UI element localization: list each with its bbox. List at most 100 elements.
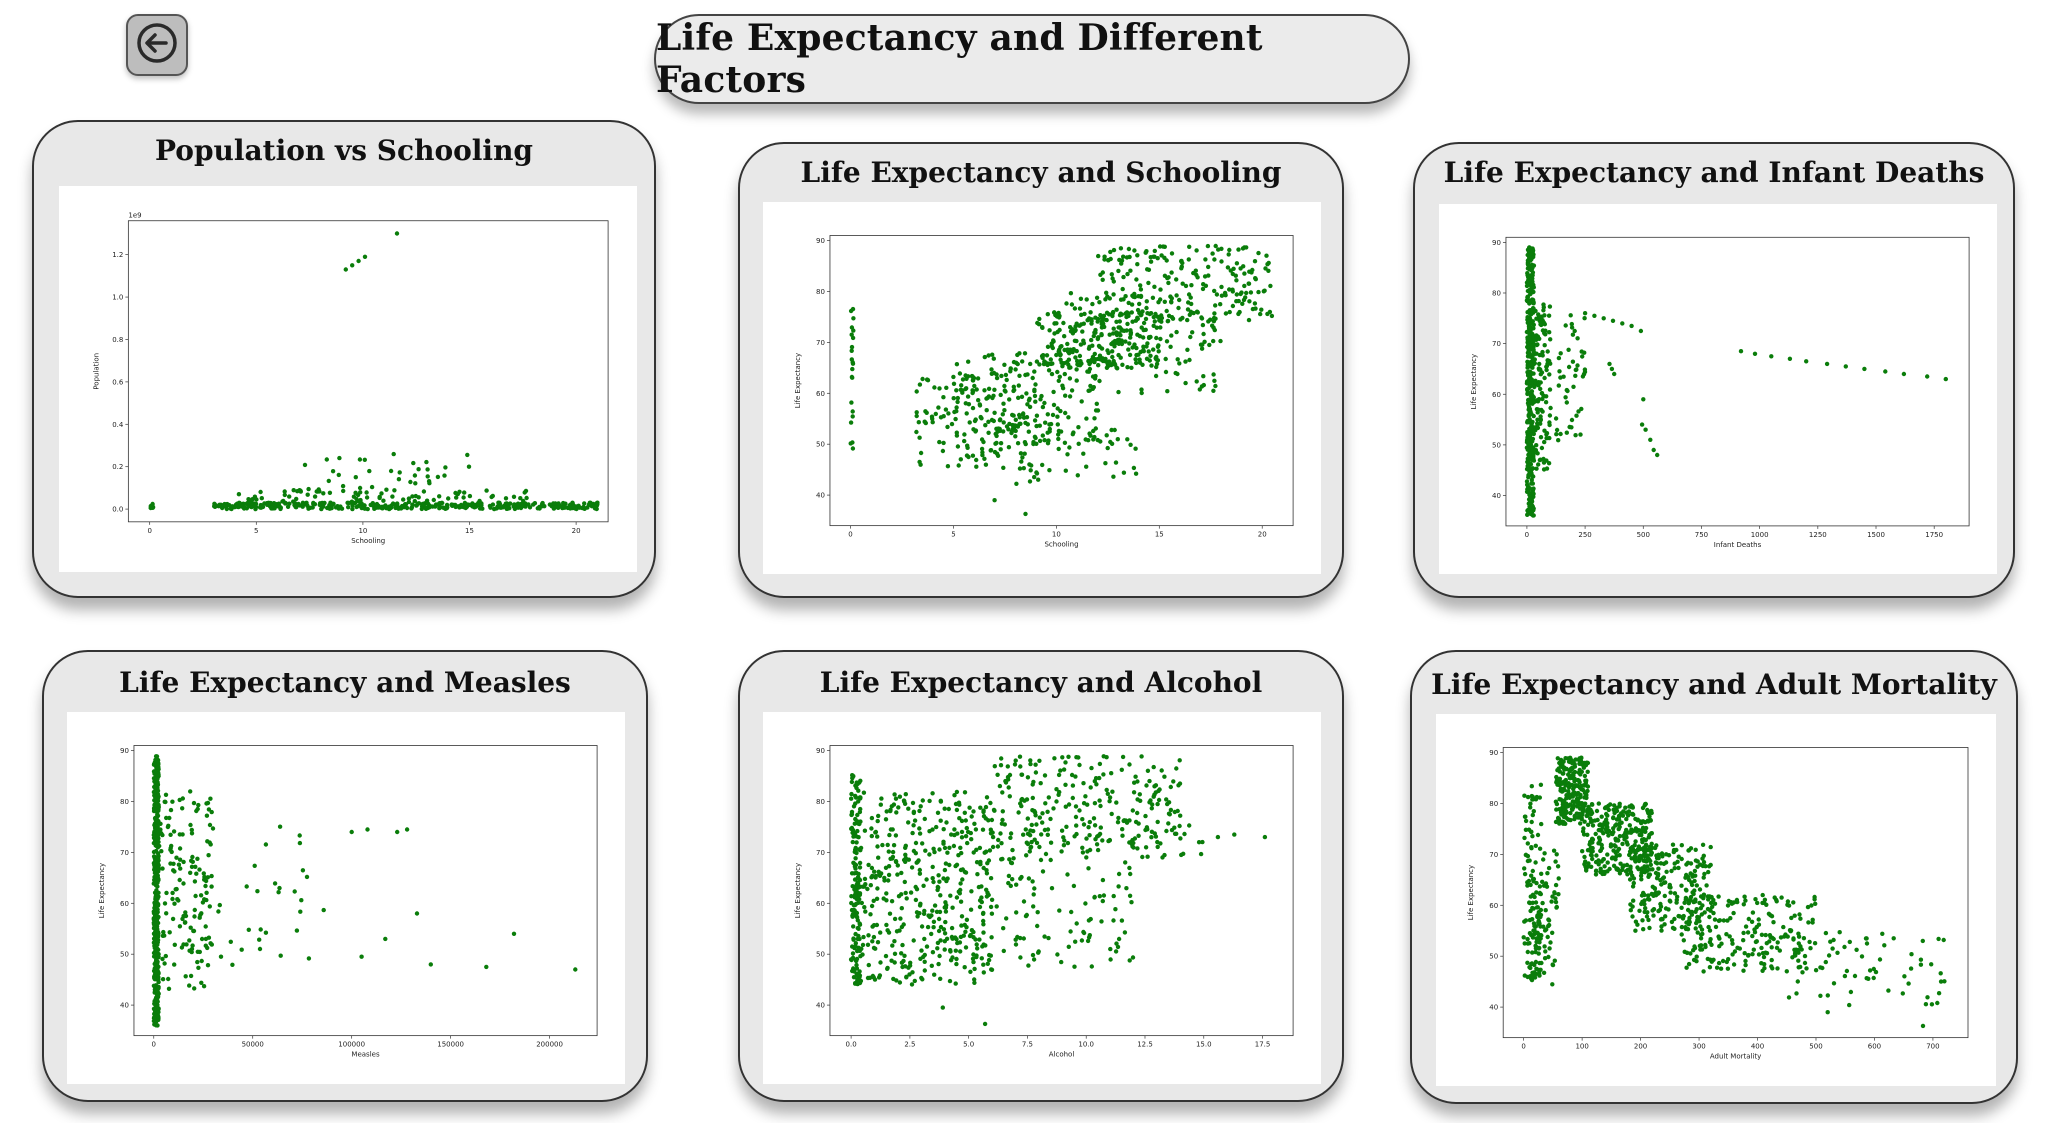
data-point xyxy=(1171,779,1176,784)
data-point xyxy=(1573,433,1578,438)
y-tick-label: 80 xyxy=(816,798,825,806)
data-point xyxy=(1569,425,1574,430)
data-point xyxy=(1789,915,1794,921)
data-point xyxy=(1015,441,1021,446)
data-point xyxy=(1256,250,1261,256)
data-point xyxy=(1177,823,1182,829)
data-point xyxy=(1120,286,1125,292)
data-point xyxy=(1766,911,1772,916)
y-tick-label: 70 xyxy=(816,339,825,347)
data-point xyxy=(1626,809,1632,814)
data-point xyxy=(1799,947,1804,952)
chart-panel-life-expectancy-measles: Life Expectancy and Measles 0 50000 100000… xyxy=(42,650,648,1102)
data-point xyxy=(918,450,924,456)
data-point xyxy=(191,928,197,934)
data-point xyxy=(1613,823,1618,828)
data-point xyxy=(1630,805,1635,810)
data-point xyxy=(1599,842,1604,848)
y-tick-label: 60 xyxy=(120,900,129,908)
data-point xyxy=(160,866,165,871)
data-point xyxy=(209,873,214,879)
data-point xyxy=(1201,331,1206,337)
data-point xyxy=(880,842,885,848)
data-point xyxy=(994,372,999,377)
data-point xyxy=(947,978,953,984)
data-point xyxy=(970,378,976,383)
data-point xyxy=(1023,827,1028,832)
data-point xyxy=(930,908,935,913)
data-point xyxy=(857,865,863,870)
data-point xyxy=(954,388,959,393)
data-point xyxy=(1684,965,1689,970)
data-point xyxy=(1798,964,1803,970)
data-point xyxy=(1554,852,1559,857)
data-point xyxy=(903,843,908,848)
data-point xyxy=(1104,433,1109,438)
data-point xyxy=(1147,800,1152,805)
data-point xyxy=(923,848,928,853)
data-point xyxy=(972,966,977,972)
data-point xyxy=(172,869,177,874)
data-point xyxy=(204,890,209,895)
data-point xyxy=(1548,337,1553,342)
data-point xyxy=(1143,316,1149,322)
data-point xyxy=(1102,257,1107,262)
back-button[interactable] xyxy=(126,14,188,76)
data-point xyxy=(876,975,882,980)
data-point xyxy=(1525,386,1530,392)
data-point xyxy=(872,869,877,874)
data-point xyxy=(1575,796,1581,802)
data-point xyxy=(1637,832,1642,838)
data-point xyxy=(1530,797,1535,802)
data-point xyxy=(1662,922,1667,927)
data-point xyxy=(869,865,875,871)
data-point xyxy=(259,503,265,509)
data-point xyxy=(950,905,955,910)
data-point xyxy=(1537,846,1543,851)
data-point xyxy=(1138,287,1144,292)
data-point xyxy=(461,495,466,500)
data-point xyxy=(1055,952,1060,957)
data-point xyxy=(1525,344,1530,350)
data-point xyxy=(986,858,992,863)
data-point xyxy=(1537,945,1542,951)
data-point xyxy=(1163,356,1168,362)
data-point xyxy=(948,893,953,898)
data-point xyxy=(1093,837,1098,842)
data-point xyxy=(1610,318,1616,323)
data-point xyxy=(981,962,986,967)
y-tick-label: 50 xyxy=(1489,953,1498,961)
data-point xyxy=(1533,843,1538,848)
data-point xyxy=(1176,305,1181,311)
data-point xyxy=(1196,840,1202,845)
data-point xyxy=(1139,387,1144,392)
data-point xyxy=(1154,325,1159,330)
x-tick-label: 10 xyxy=(1052,531,1061,539)
data-point xyxy=(981,930,986,935)
data-point xyxy=(478,506,483,511)
data-point xyxy=(1169,270,1174,275)
data-point xyxy=(1550,930,1555,935)
data-point xyxy=(1628,908,1633,913)
data-point xyxy=(890,827,895,832)
data-point xyxy=(1120,754,1126,760)
data-point xyxy=(297,840,303,846)
data-point xyxy=(1525,447,1530,452)
data-point xyxy=(1146,335,1152,340)
data-point xyxy=(291,499,296,504)
data-point xyxy=(1158,841,1163,846)
data-point xyxy=(937,879,942,884)
data-point xyxy=(1631,898,1636,903)
data-point xyxy=(258,489,263,495)
data-point xyxy=(852,908,857,913)
data-point xyxy=(1706,924,1711,930)
data-point xyxy=(1581,826,1586,831)
data-point xyxy=(1019,394,1025,399)
data-point xyxy=(1633,928,1638,933)
data-point xyxy=(914,389,919,394)
data-point xyxy=(1805,904,1811,910)
data-point xyxy=(938,818,943,823)
data-point xyxy=(1646,810,1651,816)
y-tick-label: 40 xyxy=(1489,1004,1498,1012)
data-point xyxy=(172,901,177,906)
